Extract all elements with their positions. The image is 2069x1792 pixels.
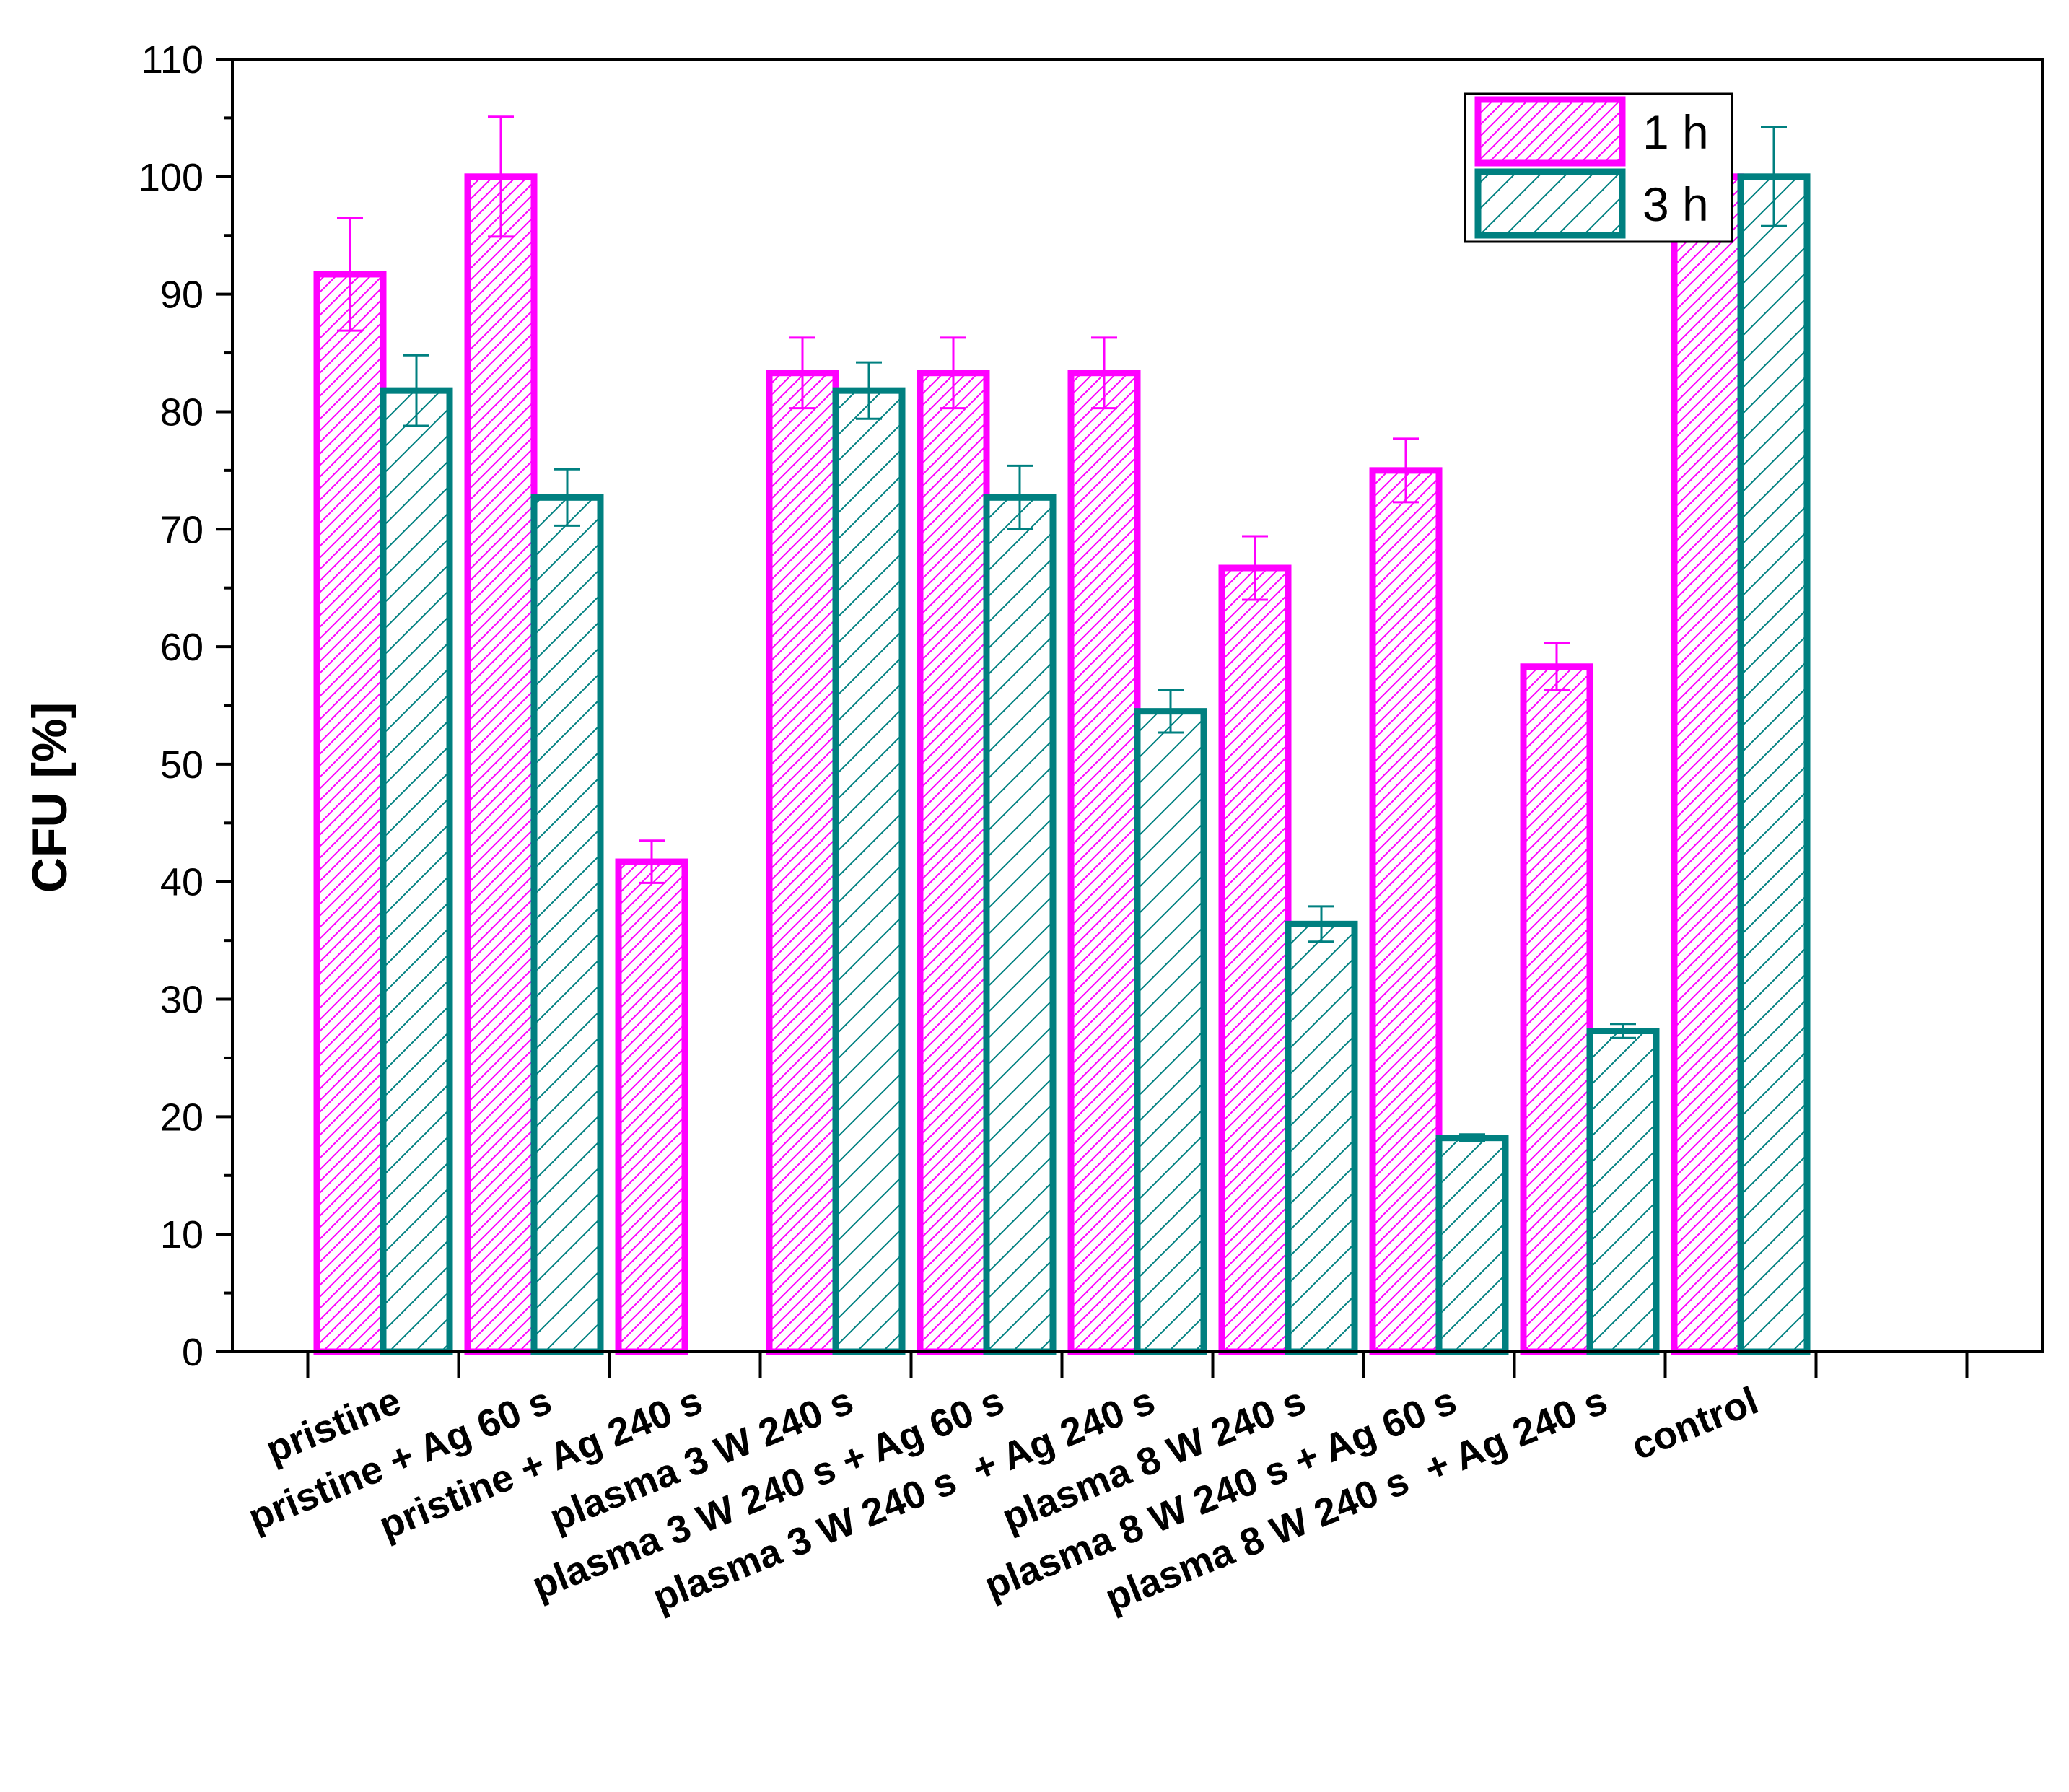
y-tick-label: 60: [160, 626, 204, 669]
error-bar-3h-3: [856, 361, 882, 420]
legend-swatch-3h: [1474, 168, 1626, 239]
legend-label-1h: 1 h: [1642, 105, 1709, 159]
bar-3h-1: [530, 494, 604, 1355]
error-bar-3h-7: [1459, 1133, 1485, 1143]
legend-label-3h: 3 h: [1642, 178, 1709, 231]
y-tick-label: 10: [160, 1213, 204, 1256]
y-tick-label: 50: [160, 743, 204, 787]
bar-3h-9: [1737, 173, 1811, 1355]
error-bar-1h-5: [1091, 336, 1117, 410]
legend-swatch-1h: [1474, 96, 1626, 167]
error-bar-1h-1: [488, 115, 514, 238]
y-tick-label: 0: [182, 1331, 204, 1374]
y-tick-label: 70: [160, 508, 204, 551]
bar-1h-4: [917, 370, 990, 1355]
bar-1h-1: [464, 173, 538, 1355]
error-bar-3h-6: [1308, 905, 1334, 943]
y-tick-label: 110: [141, 38, 204, 82]
y-tick-label: 90: [160, 274, 204, 317]
error-bar-3h-0: [403, 354, 429, 427]
legend: 1 h3 h: [1464, 92, 1733, 243]
y-tick-label: 30: [160, 979, 204, 1022]
bar-3h-7: [1435, 1135, 1509, 1355]
bar-1h-9: [1671, 173, 1744, 1355]
bar-1h-8: [1520, 663, 1593, 1355]
bar-1h-3: [766, 370, 839, 1355]
bar-3h-0: [380, 387, 453, 1355]
error-bar-3h-5: [1158, 689, 1184, 734]
bar-3h-3: [832, 387, 906, 1355]
error-bar-1h-0: [337, 217, 363, 332]
bar-3h-8: [1586, 1028, 1660, 1355]
bar-1h-0: [313, 271, 387, 1355]
bar-1h-7: [1369, 467, 1443, 1355]
bar-3h-5: [1134, 708, 1207, 1355]
bar-3h-4: [983, 494, 1057, 1355]
y-axis-label: CFU [%]: [22, 702, 77, 893]
error-bar-1h-7: [1393, 437, 1419, 504]
y-tick-label: 100: [139, 156, 204, 199]
bar-1h-6: [1218, 564, 1292, 1355]
error-bar-1h-6: [1242, 535, 1268, 601]
bar-3h-6: [1285, 920, 1358, 1355]
y-tick-label: 20: [160, 1096, 204, 1139]
error-bar-3h-9: [1761, 126, 1787, 227]
error-bar-3h-4: [1007, 464, 1033, 530]
error-bar-1h-2: [639, 839, 665, 884]
bar-1h-5: [1067, 370, 1141, 1355]
x-tick-label: control: [1625, 1378, 1764, 1468]
error-bar-3h-8: [1610, 1023, 1636, 1039]
y-tick-label: 80: [160, 390, 204, 434]
error-bar-3h-1: [554, 468, 580, 527]
bar-1h-2: [615, 858, 688, 1355]
error-bar-1h-8: [1544, 642, 1570, 691]
plot-area: [313, 115, 1811, 1355]
y-tick-label: 40: [160, 861, 204, 904]
error-bar-1h-3: [789, 336, 815, 410]
error-bar-1h-4: [940, 336, 966, 410]
